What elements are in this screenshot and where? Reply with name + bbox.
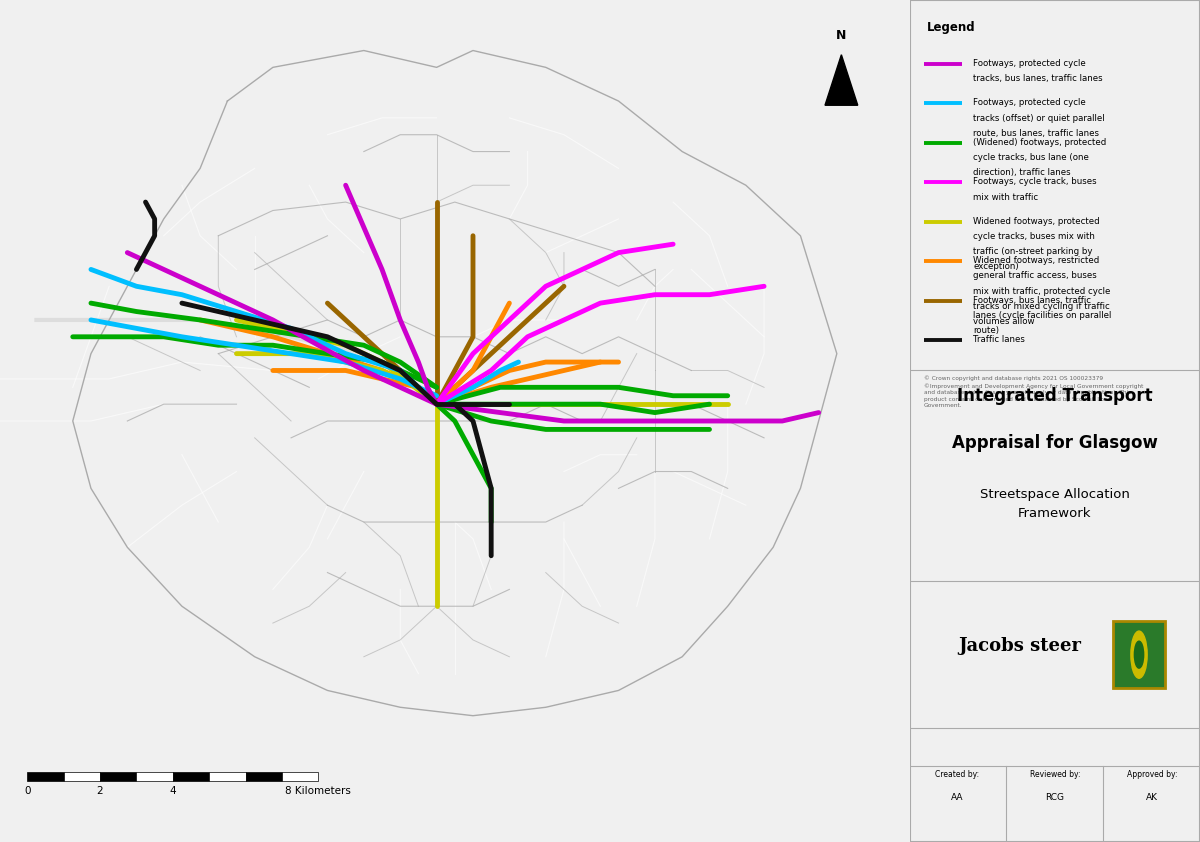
Bar [100, 772, 137, 781]
Text: Traffic lanes: Traffic lanes [973, 335, 1025, 344]
Text: Jacobs steer: Jacobs steer [959, 637, 1081, 655]
Text: Widened footways, restricted: Widened footways, restricted [973, 256, 1099, 265]
Text: route): route) [973, 326, 1000, 335]
Text: Streetspace Allocation
Framework: Streetspace Allocation Framework [980, 488, 1129, 520]
Text: mix with traffic: mix with traffic [973, 193, 1039, 201]
Bar [1112, 621, 1165, 689]
Text: AK: AK [1146, 793, 1158, 802]
Text: cycle tracks, buses mix with: cycle tracks, buses mix with [973, 232, 1096, 241]
Text: Appraisal for Glasgow: Appraisal for Glasgow [952, 434, 1158, 451]
Text: lanes (cycle facilities on parallel: lanes (cycle facilities on parallel [973, 311, 1112, 320]
Text: exception): exception) [973, 263, 1019, 271]
Text: Footways, bus lanes, traffic: Footways, bus lanes, traffic [973, 296, 1092, 305]
Text: Integrated Transport: Integrated Transport [956, 387, 1153, 405]
Text: general traffic access, buses: general traffic access, buses [973, 271, 1097, 280]
Text: route, bus lanes, traffic lanes: route, bus lanes, traffic lanes [973, 129, 1099, 138]
Bar [137, 772, 173, 781]
Bar [28, 772, 64, 781]
Text: 4: 4 [169, 786, 176, 796]
Bar [246, 772, 282, 781]
Text: Widened footways, protected: Widened footways, protected [973, 217, 1100, 226]
Text: Footways, protected cycle: Footways, protected cycle [973, 59, 1086, 68]
Text: traffic (on-street parking by: traffic (on-street parking by [973, 248, 1093, 256]
Text: tracks or mixed cycling if traffic: tracks or mixed cycling if traffic [973, 301, 1110, 311]
Text: Legend: Legend [928, 21, 976, 34]
Bar [64, 772, 100, 781]
Text: 8 Kilometers: 8 Kilometers [286, 786, 352, 796]
Text: mix with traffic, protected cycle: mix with traffic, protected cycle [973, 286, 1111, 296]
Text: direction), traffic lanes: direction), traffic lanes [973, 168, 1072, 177]
Bar [209, 772, 246, 781]
Text: 0: 0 [24, 786, 30, 796]
Text: © Crown copyright and database rights 2021 OS 100023379
©Improvement and Develop: © Crown copyright and database rights 20… [924, 376, 1144, 408]
Circle shape [1134, 642, 1144, 669]
Text: tracks (offset) or quiet parallel: tracks (offset) or quiet parallel [973, 114, 1105, 123]
Text: Footways, protected cycle: Footways, protected cycle [973, 99, 1086, 108]
Text: Created by:: Created by: [936, 770, 979, 780]
Circle shape [1130, 632, 1147, 679]
Text: RCG: RCG [1045, 793, 1064, 802]
Text: N: N [836, 29, 846, 42]
Text: AA: AA [952, 793, 964, 802]
Text: tracks, bus lanes, traffic lanes: tracks, bus lanes, traffic lanes [973, 74, 1103, 83]
Bar [282, 772, 318, 781]
Polygon shape [826, 55, 858, 105]
Text: volumes allow: volumes allow [973, 317, 1034, 326]
Text: 2: 2 [97, 786, 103, 796]
Text: Reviewed by:: Reviewed by: [1030, 770, 1080, 780]
Text: Footways, cycle track, buses: Footways, cycle track, buses [973, 178, 1097, 186]
Text: cycle tracks, bus lane (one: cycle tracks, bus lane (one [973, 153, 1090, 162]
Text: (Widened) footways, protected: (Widened) footways, protected [973, 138, 1106, 147]
Bar [173, 772, 209, 781]
Text: Approved by:: Approved by: [1127, 770, 1177, 780]
